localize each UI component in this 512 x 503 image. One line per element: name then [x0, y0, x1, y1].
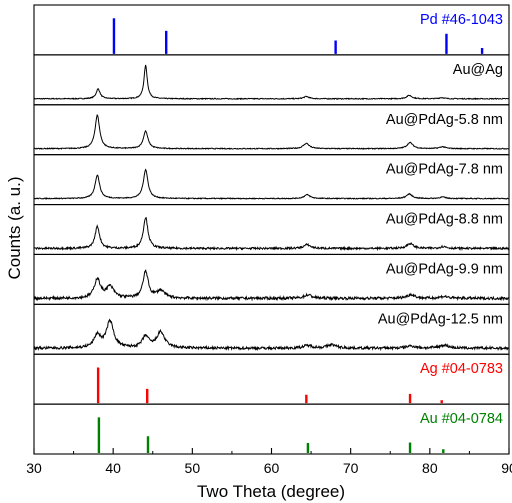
xrd-pattern-line	[33, 269, 510, 302]
x-tick-label: 60	[264, 460, 280, 476]
panel-frame	[33, 54, 510, 106]
panel-label: Au@Ag	[453, 62, 503, 78]
x-tick-label: 30	[26, 460, 42, 476]
x-axis: 30 40 50 60 70 80 90	[26, 448, 512, 476]
panel-8: Au #04-0784	[33, 403, 510, 455]
x-tick-label: 80	[422, 460, 438, 476]
y-axis-title: Counts (a. u.)	[5, 177, 24, 280]
x-tick-label: 40	[105, 460, 121, 476]
panel-4: Au@PdAg-8.8 nm	[33, 204, 510, 255]
xrd-pattern-line	[33, 64, 510, 101]
chart-panels: Pd #46-1043 Au@Ag Au@PdAg-5.8 nm Au@PdAg-7.…	[33, 4, 510, 455]
panel-7: Ag #04-0783	[33, 353, 510, 405]
x-axis-title: Two Theta (degree)	[197, 482, 345, 501]
panel-label: Au@PdAg-7.8 nm	[386, 162, 503, 178]
panel-label: Ag #04-0783	[420, 361, 503, 377]
panel-label: Pd #46-1043	[420, 12, 503, 28]
xrd-pattern-line	[33, 114, 510, 150]
panel-3: Au@PdAg-7.8 nm	[33, 154, 510, 206]
panel-label: Au@PdAg-9.9 nm	[386, 261, 503, 277]
panel-label: Au@PdAg-12.5 nm	[378, 311, 503, 327]
panel-0: Pd #46-1043	[33, 4, 510, 56]
panel-5: Au@PdAg-9.9 nm	[33, 253, 510, 305]
panel-label: Au@PdAg-5.8 nm	[386, 112, 503, 128]
xrd-pattern-line	[33, 318, 510, 352]
xrd-pattern-line	[33, 168, 510, 200]
panel-label: Au #04-0784	[420, 411, 503, 427]
panel-label: Au@PdAg-8.8 nm	[386, 212, 503, 228]
xrd-pattern-line	[33, 216, 510, 252]
panel-6: Au@PdAg-12.5 nm	[33, 303, 510, 355]
x-tick-label: 90	[501, 460, 512, 476]
x-tick-label: 70	[343, 460, 359, 476]
panel-2: Au@PdAg-5.8 nm	[33, 104, 510, 156]
x-tick-label: 50	[185, 460, 201, 476]
panel-1: Au@Ag	[33, 54, 510, 106]
